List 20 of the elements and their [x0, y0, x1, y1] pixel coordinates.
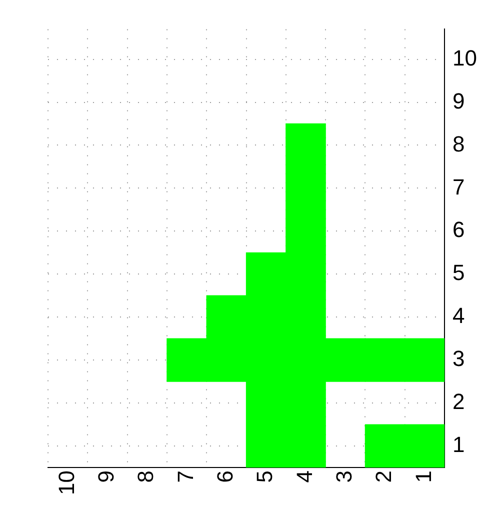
x-tick-label: 9 [94, 470, 119, 483]
x-tick-label: 2 [371, 470, 396, 483]
y-tick-label: 8 [452, 131, 465, 156]
x-tick-label: 8 [133, 470, 158, 483]
x-tick-label: 4 [292, 470, 317, 483]
x-tick-label: 7 [172, 470, 198, 483]
x-tick-label: 10 [54, 470, 79, 496]
y-tick-label: 7 [452, 174, 465, 200]
y-tick-label: 1 [452, 432, 465, 458]
y-tick-label: 3 [452, 346, 465, 372]
x-tick-label: 6 [212, 470, 238, 483]
x-tick-label: 3 [331, 470, 356, 483]
y-tick-label: 5 [452, 260, 465, 286]
x-tick-label: 1 [410, 470, 436, 483]
y-tick-label: 10 [452, 45, 478, 70]
y-tick-label: 6 [452, 217, 465, 242]
x-tick-label: 5 [252, 470, 278, 483]
y-tick-label: 9 [452, 88, 465, 114]
y-tick-label: 4 [452, 303, 465, 328]
y-tick-label: 2 [452, 389, 465, 414]
